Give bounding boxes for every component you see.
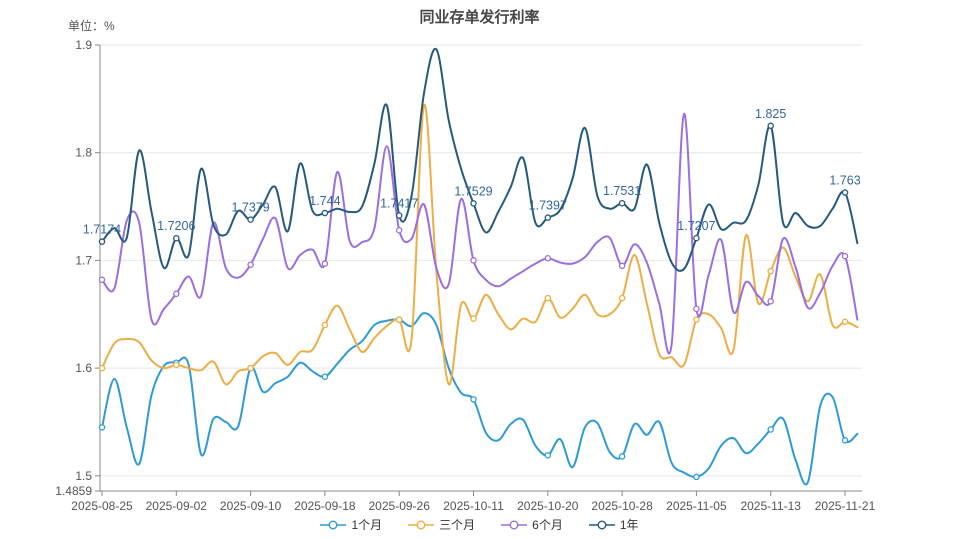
data-point-marker[interactable] (470, 200, 477, 207)
x-axis-label: 2025-10-20 (517, 499, 579, 513)
data-point-marker[interactable] (98, 364, 106, 372)
legend-item-三个月[interactable]: 三个月 (408, 516, 475, 533)
data-point-marker[interactable] (841, 437, 849, 444)
data-point-marker[interactable] (841, 189, 849, 196)
data-point-marker[interactable] (247, 216, 254, 223)
data-point-label: 1.7397 (529, 199, 567, 213)
x-axis-label: 2025-10-11 (443, 499, 504, 513)
legend-item-1个月[interactable]: 1个月 (320, 516, 382, 533)
data-point-label: 1.744 (309, 194, 340, 208)
data-point-marker[interactable] (321, 209, 329, 217)
data-point-marker[interactable] (173, 290, 180, 298)
data-point-label: 1.825 (755, 107, 786, 121)
legend-label: 1个月 (351, 518, 383, 532)
data-point-marker[interactable] (321, 373, 329, 380)
data-point-marker[interactable] (767, 298, 774, 305)
data-point-label: 1.7379 (231, 201, 269, 215)
series-line-6个月[interactable] (101, 112, 859, 355)
chart-title: 同业存单发行利率 (419, 9, 540, 26)
data-point-marker[interactable] (693, 473, 700, 481)
data-point-label: 1.7417 (380, 196, 418, 210)
y-axis-label: 1.8 (75, 146, 92, 160)
data-point-marker[interactable] (544, 452, 552, 459)
data-point-marker[interactable] (544, 255, 552, 262)
y-axis-unit-label: 单位：% (68, 19, 115, 33)
data-point-marker[interactable] (618, 262, 626, 270)
x-axis-label: 2025-10-28 (591, 499, 653, 513)
legend-marker-icon (320, 520, 347, 529)
data-point-label: 1.7207 (677, 219, 715, 233)
legend-marker-icon (408, 520, 435, 529)
data-point-marker[interactable] (395, 212, 403, 219)
data-point-marker[interactable] (767, 267, 774, 275)
y-axis-label: 1.6 (75, 361, 92, 375)
y-axis-label: 1.5 (75, 469, 92, 483)
data-point-marker[interactable] (173, 361, 180, 369)
data-point-marker[interactable] (321, 321, 329, 329)
legend-marker-icon (501, 520, 528, 529)
legend-label: 1年 (619, 518, 639, 532)
data-point-marker[interactable] (98, 238, 106, 245)
series-line-1个月[interactable] (101, 312, 859, 486)
data-point-marker[interactable] (693, 234, 700, 242)
y-axis-label: 1.4859 (55, 484, 92, 498)
data-point-marker[interactable] (247, 261, 254, 268)
x-axis-label: 2025-08-25 (71, 499, 133, 513)
x-axis-label: 2025-09-26 (369, 499, 431, 513)
data-point-marker[interactable] (544, 214, 552, 221)
series-line-1年[interactable] (101, 47, 859, 272)
data-point-marker[interactable] (470, 396, 477, 403)
data-point-label: 1.7531 (603, 184, 641, 198)
data-point-marker[interactable] (767, 122, 774, 130)
x-axis-label: 2025-09-18 (294, 499, 356, 513)
data-point-label: 1.7206 (157, 219, 195, 233)
data-point-marker[interactable] (98, 276, 106, 284)
data-point-marker[interactable] (470, 257, 477, 264)
x-axis-label: 2025-09-02 (146, 499, 208, 513)
x-axis-label: 2025-09-10 (220, 499, 282, 513)
data-point-marker[interactable] (395, 316, 403, 323)
series-line-三个月[interactable] (101, 103, 859, 386)
legend-item-1年[interactable]: 1年 (588, 516, 639, 533)
data-point-marker[interactable] (395, 226, 403, 234)
data-point-label: 1.763 (829, 174, 860, 188)
x-axis-label: 2025-11-21 (815, 499, 876, 513)
data-point-marker[interactable] (544, 294, 552, 302)
legend-label: 6个月 (532, 518, 563, 532)
legend-label: 三个月 (439, 518, 476, 532)
data-point-marker[interactable] (841, 252, 849, 260)
data-point-marker[interactable] (98, 424, 106, 431)
data-point-marker[interactable] (173, 234, 180, 242)
chart-legend: 1个月 三个月 6个月 1年 (0, 516, 959, 533)
legend-item-6个月[interactable]: 6个月 (501, 516, 563, 533)
data-point-label: 1.7529 (454, 184, 492, 198)
data-point-marker[interactable] (247, 364, 254, 372)
x-axis-label: 2025-11-13 (740, 499, 801, 513)
y-axis-label: 1.9 (75, 38, 92, 52)
data-point-marker[interactable] (321, 260, 329, 267)
legend-marker-icon (588, 520, 615, 529)
data-point-marker[interactable] (841, 318, 849, 326)
data-point-marker[interactable] (618, 199, 626, 207)
y-axis-label: 1.7 (75, 253, 92, 267)
data-point-marker[interactable] (618, 453, 626, 460)
data-point-marker[interactable] (618, 294, 626, 302)
data-point-marker[interactable] (767, 426, 774, 433)
data-point-marker[interactable] (693, 316, 700, 323)
x-axis-label: 2025-11-05 (666, 499, 727, 513)
data-point-marker[interactable] (693, 305, 700, 313)
data-point-label: 1.7174 (83, 223, 121, 237)
data-point-marker[interactable] (470, 315, 477, 322)
